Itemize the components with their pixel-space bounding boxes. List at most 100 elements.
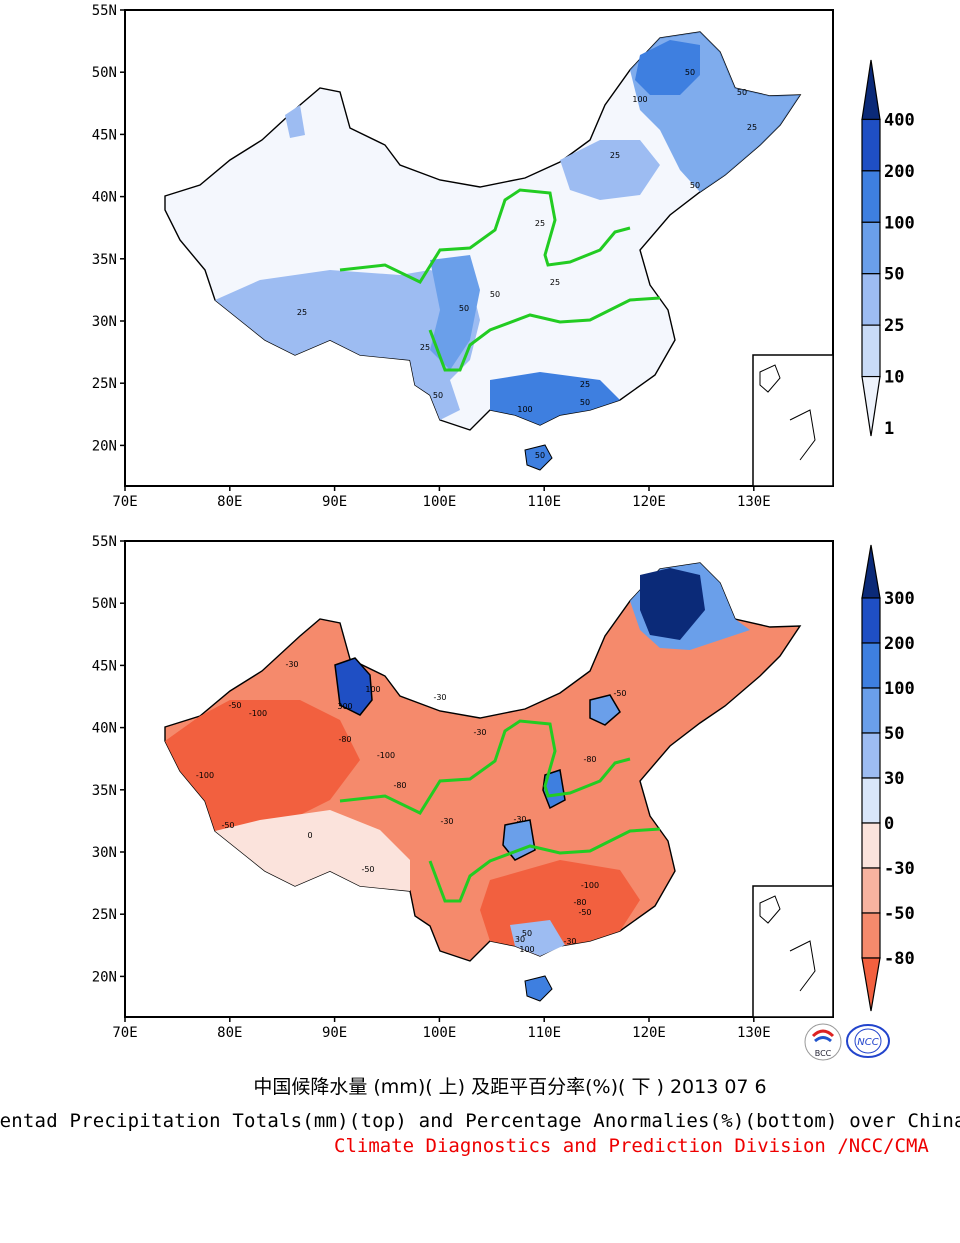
contour-label: 25	[747, 123, 757, 132]
rain-area-sichuan	[430, 255, 480, 370]
lon-label: 70E	[112, 1025, 137, 1041]
contour-label: -100	[581, 881, 599, 890]
contour-label: -80	[573, 898, 586, 907]
bcc-logo: BCC	[804, 1023, 842, 1061]
contour-label: -80	[583, 755, 596, 764]
lon-label: 110E	[527, 1025, 561, 1041]
lon-label: 130E	[737, 494, 771, 510]
colorbar-segment	[861, 687, 881, 734]
lon-label: 90E	[322, 494, 347, 510]
colorbar-label: -50	[884, 904, 915, 924]
lon-label: 130E	[737, 1025, 771, 1041]
lon-label: 80E	[217, 494, 242, 510]
contour-label: 50	[737, 88, 747, 97]
contour-label: -30	[513, 815, 526, 824]
south-china-sea-inset-b	[752, 885, 834, 1018]
contour-label: 100	[517, 405, 532, 414]
bottom-lon-axis: 70E 80E 90E 100E 110E 120E 130E	[112, 1017, 771, 1041]
inset-coastline-b2	[789, 940, 816, 992]
top-lon-axis: 70E 80E 90E 100E 110E 120E 130E	[112, 486, 771, 510]
colorbar-segment	[861, 170, 881, 223]
contour-label: -100	[249, 709, 267, 718]
contour-label: 100	[365, 685, 380, 694]
anomaly-central-positive	[542, 769, 566, 810]
lat-label: 20N	[92, 438, 117, 454]
anomaly-gx-positive	[510, 920, 565, 956]
contour-label: -30	[563, 937, 576, 946]
colorbar-segment	[861, 822, 881, 869]
colorbar-label: 25	[884, 316, 904, 336]
lat-label: 50N	[92, 596, 117, 612]
lat-label: 30N	[92, 314, 117, 330]
colorbar-label: 400	[884, 110, 915, 130]
inset-coastline-b	[759, 895, 781, 924]
bottom-contour-labels: 300100-30-50-100-80-30-100-50-80-100-50-…	[196, 660, 627, 954]
contour-label: -100	[196, 771, 214, 780]
colorbar-label: 50	[884, 724, 904, 744]
contour-label: 100	[632, 95, 647, 104]
lat-label: 35N	[92, 252, 117, 268]
lat-label: 40N	[92, 190, 117, 206]
rain-area-north	[560, 140, 660, 200]
anomaly-tibet-light	[215, 810, 410, 891]
colorbar-cap-top	[861, 59, 881, 121]
lon-label: 90E	[322, 1025, 347, 1041]
lat-label: 30N	[92, 845, 117, 861]
colorbar-segment	[861, 732, 881, 779]
colorbar-segment	[861, 912, 881, 959]
contour-label: 50	[535, 451, 545, 460]
top-contour-labels: 50 100 50 25 25 25 25 50 50 25 50 50 100 50 25 25 50	[297, 68, 757, 460]
colorbar-label: 200	[884, 162, 915, 182]
colorbar-cap-bottom	[861, 375, 881, 437]
inset-coastline	[759, 364, 781, 393]
rain-area-hainan	[524, 444, 553, 471]
colorbar-label: 0	[884, 814, 894, 834]
contour-label: -50	[221, 821, 234, 830]
lon-label: 80E	[217, 1025, 242, 1041]
colorbar-label: 300	[884, 589, 915, 609]
lat-label: 25N	[92, 376, 117, 392]
contour-label: 25	[297, 308, 307, 317]
colorbar-segment	[861, 221, 881, 275]
lat-label: 20N	[92, 969, 117, 985]
lon-label: 100E	[423, 494, 457, 510]
contour-label: -50	[361, 865, 374, 874]
rain-area-southwest	[215, 270, 480, 420]
lon-label: 100E	[423, 1025, 457, 1041]
colorbar-segment	[861, 642, 881, 689]
colorbar-segment	[861, 867, 881, 914]
lon-label: 110E	[527, 494, 561, 510]
lat-label: 45N	[92, 127, 117, 143]
green-river-line-b	[339, 719, 631, 815]
contour-label: 50	[522, 929, 532, 938]
ncc-logo-text: NCC	[857, 1037, 878, 1048]
south-china-sea-inset	[752, 354, 834, 487]
lat-label: 45N	[92, 658, 117, 674]
contour-label: 50	[685, 68, 695, 77]
contour-label: 25	[535, 219, 545, 228]
lat-label: 50N	[92, 65, 117, 81]
contour-label: 30	[515, 935, 525, 944]
colorbar-label: 50	[884, 265, 904, 285]
contour-label: -30	[440, 817, 453, 826]
lat-label: 25N	[92, 907, 117, 923]
bottom-anomaly-map: 55N 50N 45N 40N 35N 30N 25N 20N 70E 80E 90E 100E 11…	[92, 534, 915, 1041]
anomaly-xinjiang-positive	[334, 657, 373, 716]
lat-label: 40N	[92, 721, 117, 737]
ncc-logo: NCC	[846, 1024, 890, 1058]
colorbar-label: -80	[884, 949, 915, 969]
bcc-logo-text: BCC	[815, 1049, 832, 1058]
lon-label: 120E	[632, 1025, 666, 1041]
colorbar-segment	[861, 777, 881, 824]
colorbar-label: 10	[884, 368, 904, 388]
rain-area-northwest	[285, 105, 305, 138]
contour-label: 50	[459, 304, 469, 313]
contour-label: 300	[337, 702, 352, 711]
rain-area-northeast-core	[635, 40, 700, 95]
contour-label: 25	[580, 380, 590, 389]
contour-label: 50	[690, 181, 700, 190]
inset-coastline-2	[789, 409, 816, 461]
lat-label: 35N	[92, 783, 117, 799]
colorbar-cap-bottom	[861, 957, 881, 1012]
